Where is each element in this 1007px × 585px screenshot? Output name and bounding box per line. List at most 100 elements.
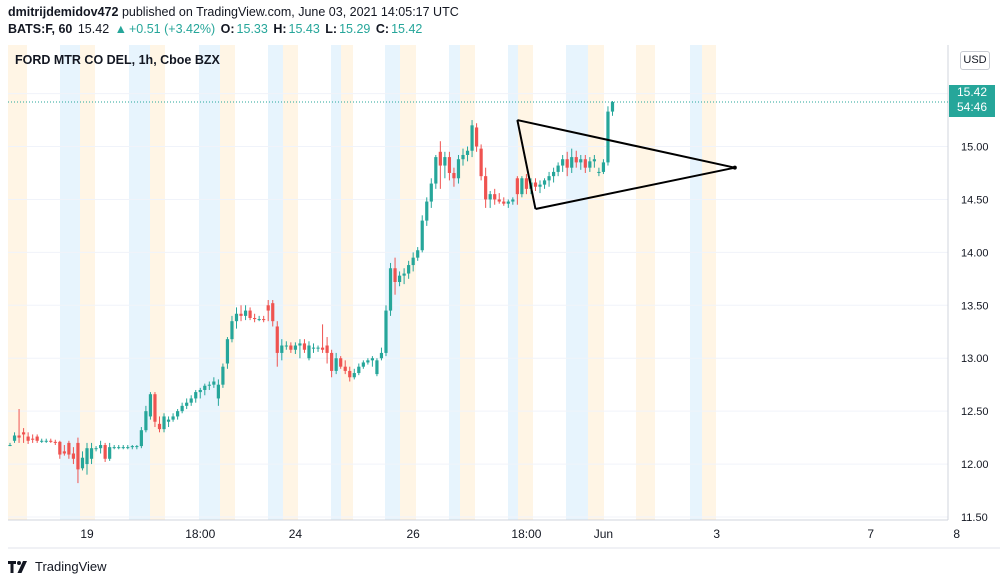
session-band [80,45,95,520]
candle-body [212,381,216,385]
candle-body [144,411,148,431]
candle-body [488,194,492,200]
candle-body [583,159,587,168]
candle-body [26,436,30,441]
candle-body [434,157,438,184]
candle-body [17,435,21,438]
candle-body [556,165,560,172]
candle-body [203,385,207,390]
candle-body [574,157,578,163]
candle-body [162,416,166,430]
triangle-lower-line [535,166,736,210]
y-tick-label: 14.00 [961,247,989,259]
candle-body [452,172,456,179]
symbol-interval: BATS:F, 60 [8,22,73,36]
y-tick-label: 14.50 [961,194,989,206]
candle-body [85,448,89,465]
tradingview-logo-icon [8,560,27,573]
session-band [199,45,220,520]
triangle-upper-line [517,119,736,169]
candle-body [601,162,606,172]
candle-body [298,343,302,346]
session-band [508,45,518,520]
candle-body [470,125,474,151]
high-label: H: [273,22,287,36]
currency-button[interactable]: USD [960,51,990,70]
price-change: +0.51 (+3.42%) [129,22,216,36]
low-label: L: [325,22,338,36]
candle-body [103,445,107,459]
candle-body [139,430,143,447]
x-tick-label: 18:00 [511,527,541,541]
candle-body [425,201,429,221]
candle-body [275,326,279,353]
x-tick-label: 18:00 [185,527,215,541]
candle-body [40,440,44,442]
candle-body [484,176,488,200]
candle-body [35,436,39,441]
y-tick-label: 12.50 [961,406,989,418]
x-tick-label: 19 [80,527,94,541]
candle-body [216,384,220,399]
ohlc-legend: BATS:F, 60 15.42 ▲ +0.51 (+3.42%) O: 15.33… [8,22,424,36]
session-band [129,45,150,520]
session-band [60,45,80,520]
candle-body [542,180,547,185]
candle-body [248,310,252,318]
tradingview-footer[interactable]: TradingView [8,559,107,574]
candle-body [388,268,393,311]
candle-body [112,447,116,449]
candle-body [207,384,211,386]
session-band [150,45,165,520]
y-tick-label: 13.00 [961,353,989,365]
candle-body [121,447,125,449]
author-name[interactable]: dmitrijdemidov472 [8,5,119,19]
publish-info: dmitrijdemidov472 published on TradingVi… [8,5,459,19]
candle-body [533,182,538,187]
candle-body [239,313,243,316]
candle-body [474,127,479,147]
x-tick-label: 3 [713,527,720,541]
candle-body [266,305,270,311]
candle-body [339,358,343,367]
candle-body [348,370,352,378]
candle-body [447,157,452,173]
candle-body [506,201,510,204]
candle-body [375,360,379,375]
candle-body [597,171,601,173]
high-value: 15.43 [288,22,320,36]
session-band [690,45,702,520]
candle-body [271,303,275,322]
candle-body [384,310,388,353]
candle-body [53,441,57,443]
candle-body [71,453,76,459]
candle-body [493,194,497,200]
y-tick-label: 13.50 [961,300,989,312]
chart-title: FORD MTR CO DEL, 1h, Cboe BZX [15,53,220,67]
candle-body [570,157,574,168]
x-tick-label: 26 [406,527,420,541]
candle-body [76,442,80,470]
candle-body [289,345,293,350]
candle-body [320,347,325,350]
bar-countdown: 54:46 [956,100,988,114]
candle-body [547,176,551,181]
session-band [8,45,27,520]
session-band [341,45,353,520]
candle-body [511,199,515,202]
x-tick-label: 24 [289,527,303,541]
candle-body [117,447,121,449]
candle-body [411,257,415,266]
x-tick-label: Jun [594,527,613,541]
candle-body [420,220,424,251]
candle-body [438,151,442,166]
session-band [566,45,588,520]
candle-body [497,199,501,202]
session-band [460,45,475,520]
session-band [283,45,298,520]
candle-body [230,321,234,340]
candle-body [89,448,94,459]
candle-body [49,440,53,442]
candle-body [370,358,374,361]
